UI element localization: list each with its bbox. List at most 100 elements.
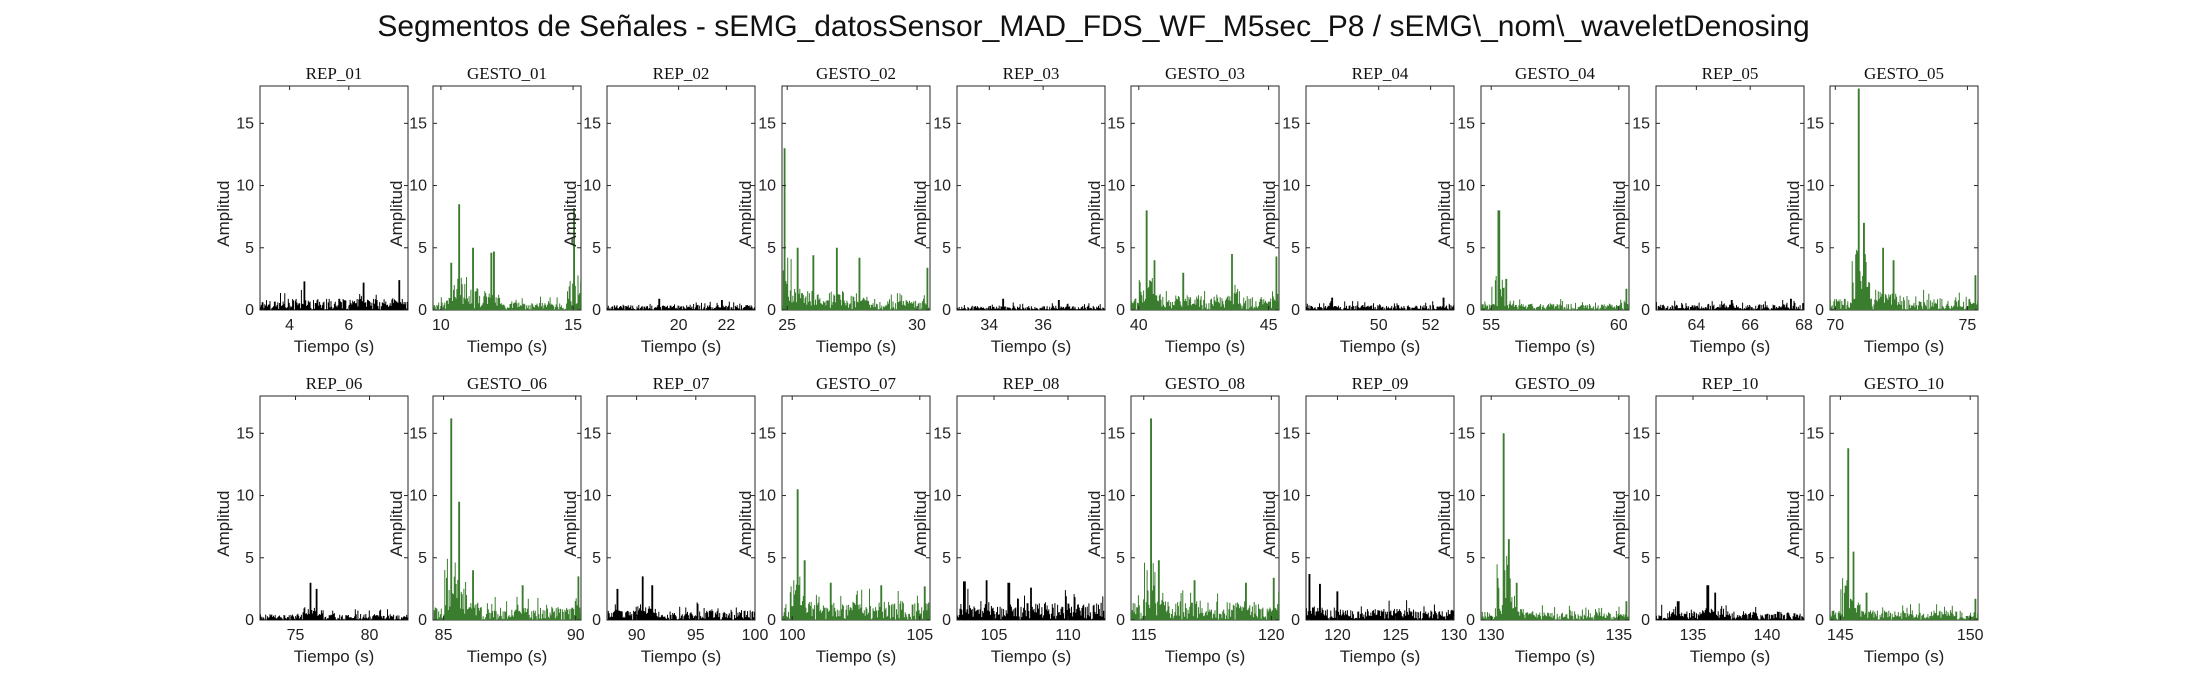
y-tick-label: 10 xyxy=(583,178,601,195)
x-tick-label: 135 xyxy=(1605,627,1632,644)
y-tick-label: 10 xyxy=(1632,488,1650,505)
x-tick-label: 20 xyxy=(670,317,688,334)
y-axis-label: Amplitud xyxy=(1085,491,1104,557)
y-axis-label: Amplitud xyxy=(214,181,233,247)
subplot-rep_03: 0 5 10 15 34 36 REP_03 Tiempo (s) Amplitud xyxy=(911,64,1106,356)
plot-frame xyxy=(1305,395,1455,621)
signal-trace xyxy=(781,148,931,310)
subplot-rep_01: 0 5 10 15 4 6 REP_01 Tiempo (s) Amplitud xyxy=(214,64,409,356)
signal-trace xyxy=(1130,210,1280,310)
subplot-title: REP_07 xyxy=(653,374,710,393)
signal-trace xyxy=(259,280,409,310)
y-tick-label: 10 xyxy=(1806,488,1824,505)
y-tick-label: 5 xyxy=(942,550,951,567)
plot-frame xyxy=(1829,395,1979,621)
y-tick-label: 10 xyxy=(583,488,601,505)
y-tick-label: 0 xyxy=(942,612,951,629)
x-tick-label: 75 xyxy=(287,627,305,644)
x-axis-label: Tiempo (s) xyxy=(467,337,548,356)
y-tick-label: 0 xyxy=(767,302,776,319)
y-tick-label: 5 xyxy=(418,240,427,257)
y-tick-label: 5 xyxy=(1466,550,1475,567)
y-tick-label: 5 xyxy=(1116,240,1125,257)
subplot-title: REP_08 xyxy=(1003,374,1060,393)
x-axis-label: Tiempo (s) xyxy=(1515,647,1596,666)
x-tick-label: 68 xyxy=(1795,317,1813,334)
y-tick-label: 10 xyxy=(409,178,427,195)
signal-trace xyxy=(1480,210,1630,310)
x-tick-label: 90 xyxy=(628,627,646,644)
y-tick-label: 5 xyxy=(1466,240,1475,257)
y-tick-label: 10 xyxy=(1632,178,1650,195)
x-tick-label: 105 xyxy=(981,627,1008,644)
signal-trace xyxy=(432,204,582,310)
y-axis-label: Amplitud xyxy=(736,181,755,247)
y-tick-label: 0 xyxy=(1815,612,1824,629)
subplot-rep_10: 0 5 10 15 135 140 REP_10 Tiempo (s) Amplitud xyxy=(1610,374,1805,666)
signal-trace xyxy=(433,418,582,620)
x-tick-label: 145 xyxy=(1827,627,1854,644)
x-axis-label: Tiempo (s) xyxy=(294,647,375,666)
y-axis-label: Amplitud xyxy=(1260,181,1279,247)
y-tick-label: 10 xyxy=(1107,178,1125,195)
y-tick-label: 0 xyxy=(245,302,254,319)
signal-trace xyxy=(1305,574,1455,620)
x-tick-label: 52 xyxy=(1422,317,1440,334)
plot-frame xyxy=(781,395,931,621)
y-tick-label: 15 xyxy=(1457,115,1475,132)
y-tick-label: 15 xyxy=(236,425,254,442)
subplot-rep_07: 0 5 10 15 90 95 100 REP_07 Tiempo (s) Amplitud xyxy=(561,374,768,666)
y-tick-label: 5 xyxy=(1291,550,1300,567)
figure-title: Segmentos de Señales - sEMG_datosSensor_… xyxy=(377,10,1810,43)
x-tick-label: 22 xyxy=(717,317,735,334)
x-tick-label: 110 xyxy=(1055,627,1081,644)
subplot-title: GESTO_10 xyxy=(1864,374,1944,393)
x-tick-label: 80 xyxy=(361,627,379,644)
x-axis-label: Tiempo (s) xyxy=(816,337,897,356)
plot-frame xyxy=(1829,85,1979,311)
plot-frame xyxy=(1130,85,1280,311)
plot-frame xyxy=(956,395,1106,621)
x-axis-label: Tiempo (s) xyxy=(1864,647,1945,666)
y-tick-label: 10 xyxy=(236,488,254,505)
plot-frame xyxy=(1655,395,1805,621)
signal-trace xyxy=(1130,418,1280,620)
y-tick-label: 0 xyxy=(245,612,254,629)
x-axis-label: Tiempo (s) xyxy=(1690,337,1771,356)
y-tick-label: 5 xyxy=(592,240,601,257)
y-tick-label: 15 xyxy=(1632,115,1650,132)
plot-frame xyxy=(606,395,756,621)
subplot-rep_04: 0 5 10 15 50 52 REP_04 Tiempo (s) Amplitud xyxy=(1260,64,1455,356)
y-tick-label: 0 xyxy=(1641,302,1650,319)
y-tick-label: 15 xyxy=(583,115,601,132)
y-tick-label: 15 xyxy=(1282,115,1300,132)
y-tick-label: 0 xyxy=(1116,302,1125,319)
subplot-rep_09: 0 5 10 15 120 125 130 REP_09 Tiempo (s) Amplitud xyxy=(1260,374,1467,666)
subplot-title: GESTO_04 xyxy=(1515,64,1595,83)
y-axis-label: Amplitud xyxy=(214,491,233,557)
x-tick-label: 50 xyxy=(1370,317,1388,334)
x-tick-label: 115 xyxy=(1131,627,1157,644)
subplot-gesto_04: 0 5 10 15 55 60 GESTO_04 Tiempo (s) Amplitud xyxy=(1435,64,1630,356)
x-axis-label: Tiempo (s) xyxy=(1864,337,1945,356)
subplot-title: REP_10 xyxy=(1702,374,1759,393)
plot-frame xyxy=(1130,395,1280,621)
subplot-title: GESTO_08 xyxy=(1165,374,1245,393)
x-tick-label: 70 xyxy=(1826,317,1844,334)
plot-frame xyxy=(1480,85,1630,311)
y-tick-label: 10 xyxy=(1457,178,1475,195)
y-tick-label: 15 xyxy=(1806,425,1824,442)
subplot-gesto_07: 0 5 10 15 100 105 GESTO_07 Tiempo (s) Amplitud xyxy=(736,374,933,666)
y-axis-label: Amplitud xyxy=(387,491,406,557)
plot-frame xyxy=(1480,395,1630,621)
y-tick-label: 5 xyxy=(1116,550,1125,567)
subplot-title: GESTO_06 xyxy=(467,374,547,393)
subplot-title: REP_04 xyxy=(1352,64,1409,83)
y-tick-label: 15 xyxy=(1107,425,1125,442)
y-tick-label: 5 xyxy=(767,550,776,567)
y-tick-label: 0 xyxy=(418,612,427,629)
x-tick-label: 4 xyxy=(285,317,294,334)
y-tick-label: 15 xyxy=(758,425,776,442)
x-axis-label: Tiempo (s) xyxy=(1690,647,1771,666)
y-tick-label: 0 xyxy=(592,612,601,629)
